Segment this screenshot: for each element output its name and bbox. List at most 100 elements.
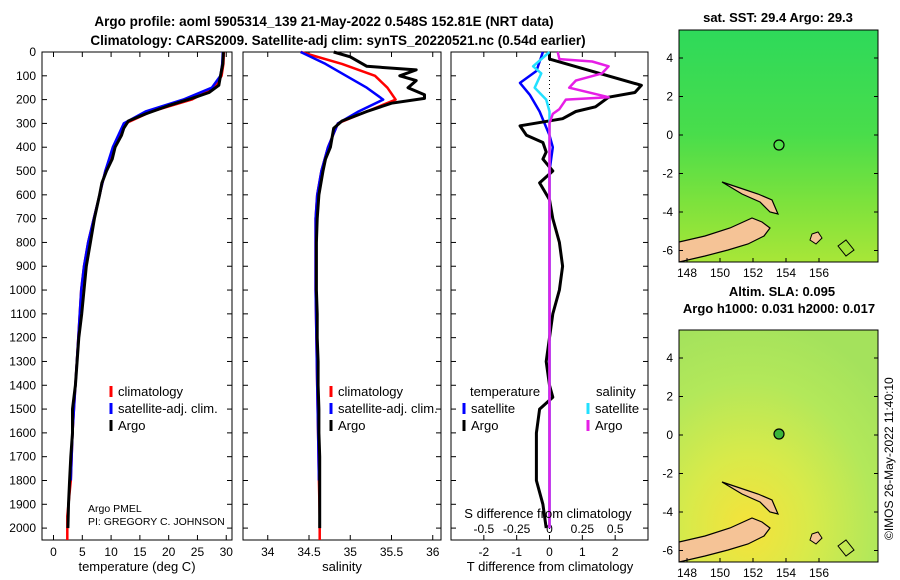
x-tick-label: 34.5	[297, 545, 321, 559]
map-x-tick-label: 148	[677, 266, 697, 280]
x-tick-label: 1	[579, 545, 586, 559]
map-x-tick-label: 154	[776, 566, 796, 580]
map-y-tick-label: -6	[662, 244, 673, 258]
s-tick-label: -0.5	[473, 522, 494, 536]
sla-map: 148 150 152 154 156 4 2 0 -2 -4 -6	[662, 329, 879, 580]
legend-climatology-label: climatology	[118, 384, 184, 399]
map-y-tick-label: 4	[666, 351, 673, 365]
t-difference-axis-label: T difference from climatology	[467, 559, 634, 574]
legend-s-satellite-label: satellite	[595, 401, 639, 416]
salinity-panel: 34 34.5 35 35.5 36	[242, 50, 442, 559]
map-x-tick-label: 150	[710, 266, 730, 280]
map-x-tick-label: 156	[809, 566, 829, 580]
y-tick-label: 1000	[9, 283, 36, 297]
legend-argo-label: Argo	[338, 418, 365, 433]
y-tick-label: 600	[16, 188, 36, 202]
y-tick-label: 500	[16, 164, 36, 178]
y-tick-label: 800	[16, 235, 36, 249]
y-tick-label: 1300	[9, 354, 36, 368]
sla-map-title-line1: Altim. SLA: 0.095	[729, 284, 835, 299]
sla-argo-marker	[773, 428, 785, 440]
map-y-tick-label: 2	[666, 390, 673, 404]
map-y-tick-label: -4	[662, 505, 673, 519]
y-tick-label: 1500	[9, 402, 36, 416]
salinity-legend: climatology satellite-adj. clim. Argo	[329, 384, 438, 433]
map-x-tick-label: 148	[677, 566, 697, 580]
map-y-tick-label: -6	[662, 544, 673, 558]
y-tick-label: 100	[16, 69, 36, 83]
map-y-tick-label: 0	[666, 428, 673, 442]
y-tick-label: 900	[16, 259, 36, 273]
x-tick-label: 34	[261, 545, 275, 559]
y-tick-label: 1800	[9, 473, 36, 487]
series-argo-s-	[548, 51, 610, 529]
y-tick-label: 700	[16, 212, 36, 226]
map-y-tick-label: -2	[662, 467, 673, 481]
temperature-panel: 0 5 10 15 20 25 300100200300400500600700800900…	[9, 45, 233, 559]
map-x-tick-label: 150	[710, 566, 730, 580]
x-tick-label: 20	[162, 545, 176, 559]
temperature-legend: climatology satellite-adj. clim. Argo	[109, 384, 218, 433]
y-tick-label: 400	[16, 140, 36, 154]
series-argo	[66, 51, 225, 529]
x-tick-label: 35	[344, 545, 358, 559]
imos-timestamp: ©IMOS 26-May-2022 11:40:10	[882, 377, 896, 540]
y-tick-label: 2000	[9, 521, 36, 535]
legend-argo-label: Argo	[118, 418, 145, 433]
sst-map-frame	[678, 29, 879, 263]
legend-temperature-title: temperature	[470, 384, 540, 399]
x-tick-label: 5	[79, 545, 86, 559]
map-y-tick-label: 2	[666, 90, 673, 104]
x-tick-label: 25	[191, 545, 205, 559]
y-tick-label: 1900	[9, 497, 36, 511]
legend-climatology-label: climatology	[338, 384, 404, 399]
sst-map-ticks: 148 150 152 154 156 4 2 0 -2 -4 -6	[662, 51, 878, 280]
legend-t-argo-label: Argo	[471, 418, 498, 433]
s-tick-label: 0.5	[607, 522, 624, 536]
difference-legend: temperature satellite Argo salinity sate…	[462, 384, 639, 433]
sla-map-title-line2: Argo h1000: 0.031 h2000: 0.017	[683, 301, 875, 316]
y-tick-label: 200	[16, 93, 36, 107]
y-tick-label: 1400	[9, 378, 36, 392]
y-tick-label: 1600	[9, 426, 36, 440]
legend-t-satellite-label: satellite	[471, 401, 515, 416]
map-y-tick-label: 4	[666, 51, 673, 65]
salinity-axes-frame	[242, 51, 442, 541]
salinity-axis-label: salinity	[322, 559, 362, 574]
y-tick-label: 1700	[9, 450, 36, 464]
map-x-tick-label: 154	[776, 266, 796, 280]
legend-satellite-label: satellite-adj. clim.	[338, 401, 438, 416]
figure-title-line2: Climatology: CARS2009. Satellite-adj cli…	[90, 33, 585, 48]
argo-pi: PI: GREGORY C. JOHNSON	[88, 516, 225, 528]
sst-field	[679, 30, 878, 262]
x-tick-label: 2	[612, 545, 619, 559]
x-tick-label: 0	[546, 545, 553, 559]
sst-map: 148 150 152 154 156 4 2 0 -2 -4 -6	[662, 29, 879, 280]
x-tick-label: -1	[511, 545, 522, 559]
sla-map-frame	[678, 329, 879, 563]
s-difference-axis-label: S difference from climatology	[464, 506, 632, 521]
x-tick-label: 0	[50, 545, 57, 559]
sla-map-ticks: 148 150 152 154 156 4 2 0 -2 -4 -6	[662, 351, 878, 580]
map-x-tick-label: 152	[743, 266, 763, 280]
s-tick-label: 0.25	[571, 522, 595, 536]
x-tick-label: 30	[220, 545, 234, 559]
x-tick-label: -2	[478, 545, 489, 559]
temperature-axes-frame	[41, 51, 233, 541]
map-y-tick-label: 0	[666, 128, 673, 142]
sst-map-title: sat. SST: 29.4 Argo: 29.3	[703, 10, 853, 25]
y-tick-label: 1200	[9, 331, 36, 345]
sla-coastline	[679, 481, 855, 562]
legend-satellite-label: satellite-adj. clim.	[118, 401, 218, 416]
x-tick-label: 15	[133, 545, 147, 559]
figure-title-line1: Argo profile: aoml 5905314_139 21-May-20…	[94, 14, 553, 29]
sst-argo-marker	[773, 139, 785, 151]
map-y-tick-label: -2	[662, 167, 673, 181]
x-tick-label: 35.5	[380, 545, 404, 559]
map-x-tick-label: 152	[743, 566, 763, 580]
sla-field	[679, 330, 878, 562]
legend-salinity-title: salinity	[596, 384, 636, 399]
y-tick-label: 1100	[10, 307, 36, 321]
